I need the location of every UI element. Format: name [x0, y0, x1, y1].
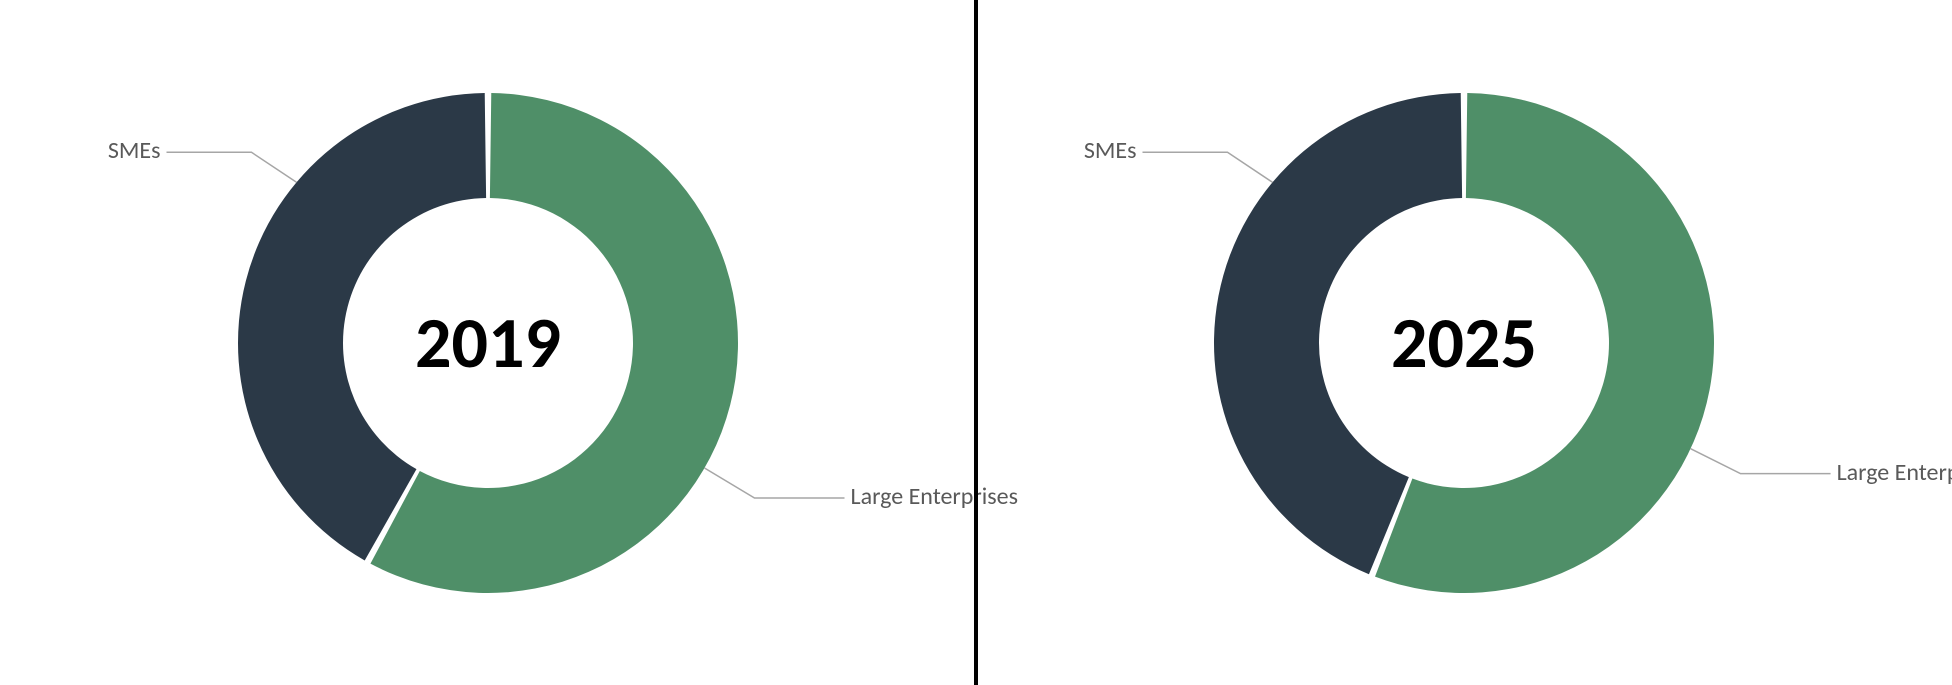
panel-2019: Large EnterprisesSMEs2019 [0, 0, 976, 685]
chart-container: Large EnterprisesSMEs2019 Large Enterpri… [0, 0, 1952, 685]
leader-line [166, 152, 296, 182]
leader-line [1691, 448, 1831, 473]
leader-line [1142, 152, 1272, 182]
donut-chart-2025 [976, 0, 1952, 685]
leader-line [705, 468, 845, 498]
panel-2025: Large EnterprisesSMEs2025 [976, 0, 1952, 685]
donut-chart-2019 [0, 0, 976, 685]
